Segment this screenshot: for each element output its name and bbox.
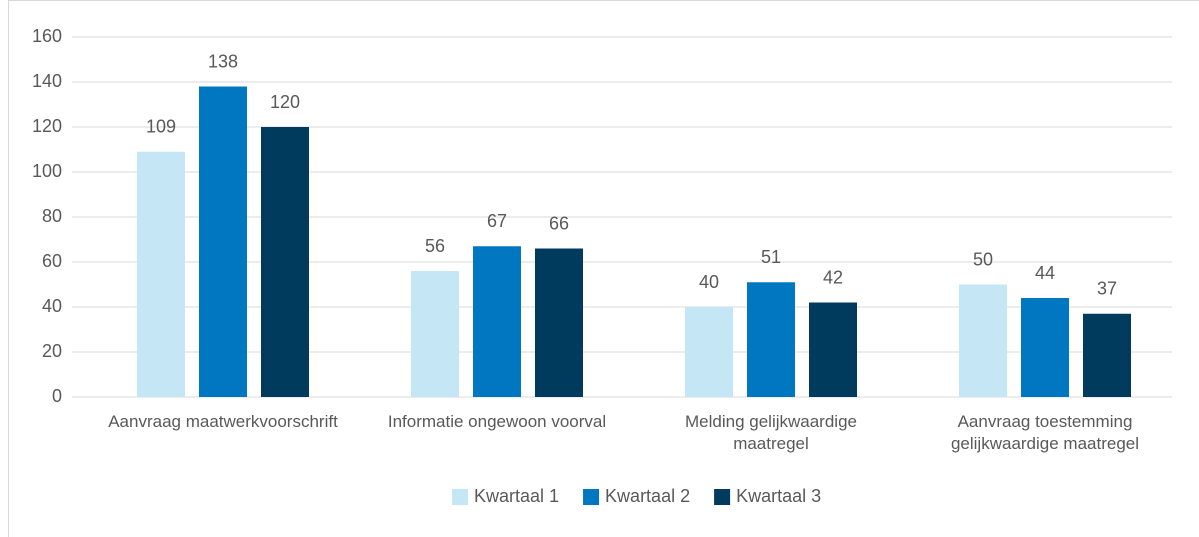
x-tick-label: Aanvraag toestemming gelijkwaardige maat… — [950, 412, 1140, 453]
data-label: 67 — [487, 211, 507, 231]
bar — [1021, 298, 1069, 397]
legend-label: Kwartaal 2 — [605, 486, 690, 506]
chart-border — [8, 0, 1199, 537]
legend-swatch — [583, 489, 600, 505]
data-label: 66 — [549, 213, 569, 233]
y-tick-label: 100 — [32, 161, 62, 181]
bar — [747, 282, 795, 397]
data-label: 40 — [699, 272, 719, 292]
data-label: 37 — [1097, 279, 1117, 299]
data-label: 50 — [973, 249, 993, 269]
bar — [959, 284, 1007, 397]
y-tick-label: 120 — [32, 116, 62, 136]
bar — [261, 127, 309, 397]
y-tick-label: 0 — [52, 386, 62, 406]
x-tick-label: Melding gelijkwaardige maatregel — [685, 412, 857, 453]
y-tick-label: 60 — [42, 251, 62, 271]
data-label: 120 — [270, 92, 300, 112]
bar — [411, 271, 459, 397]
legend-swatch — [714, 489, 731, 505]
data-label: 109 — [146, 117, 176, 137]
data-label: 56 — [425, 236, 445, 256]
bar — [473, 246, 521, 397]
data-label: 138 — [208, 51, 238, 71]
x-tick-label: Aanvraag maatwerkvoorschrift — [108, 412, 338, 431]
legend-label: Kwartaal 3 — [736, 486, 821, 506]
data-label: 42 — [823, 267, 843, 287]
y-tick-label: 20 — [42, 341, 62, 361]
y-tick-label: 40 — [42, 296, 62, 316]
bar — [199, 86, 247, 397]
legend-label: Kwartaal 1 — [474, 486, 559, 506]
bar — [137, 151, 185, 397]
legend-swatch — [452, 489, 468, 505]
y-tick-label: 140 — [32, 71, 62, 91]
y-tick-label: 80 — [42, 206, 62, 226]
y-tick-label: 160 — [32, 26, 62, 46]
bar — [1083, 313, 1131, 397]
bar — [809, 302, 857, 397]
bar — [685, 307, 733, 397]
data-label: 51 — [761, 247, 781, 267]
data-label: 44 — [1035, 263, 1055, 283]
x-tick-label: Informatie ongewoon voorval — [387, 412, 607, 431]
bar — [535, 248, 583, 397]
